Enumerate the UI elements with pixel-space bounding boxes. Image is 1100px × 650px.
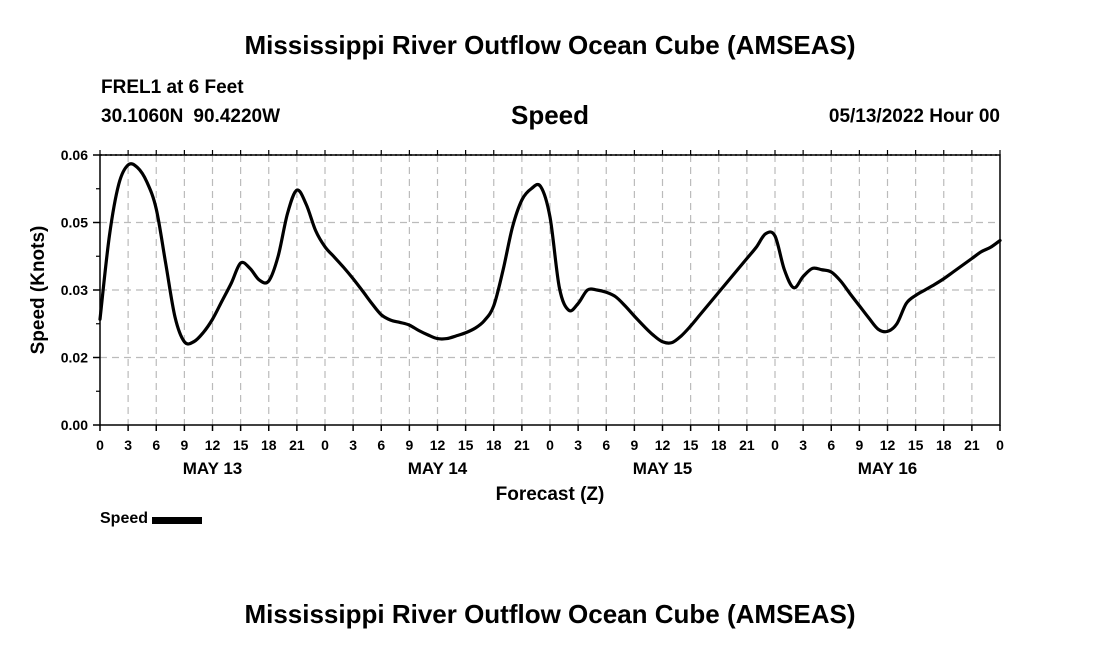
x-tick-label: 12 [430, 437, 446, 453]
x-tick-label: 6 [602, 437, 610, 453]
x-tick-label: 12 [880, 437, 896, 453]
x-tick-label: 21 [514, 437, 530, 453]
chart-main-title: Mississippi River Outflow Ocean Cube (AM… [244, 30, 856, 60]
x-tick-label: 21 [964, 437, 980, 453]
x-tick-label: 15 [458, 437, 474, 453]
x-tick-label: 3 [574, 437, 582, 453]
x-tick-label: 18 [711, 437, 727, 453]
grid-lines [100, 154, 1000, 425]
x-tick-label: 6 [152, 437, 160, 453]
longitude: 90.4220W [193, 106, 281, 127]
x-tick-label: 6 [827, 437, 835, 453]
latitude: 30.1060N [101, 106, 184, 127]
x-tick-label: 0 [96, 437, 104, 453]
x-tick-label: 9 [630, 437, 638, 453]
x-tick-label: 9 [405, 437, 413, 453]
y-tick-label: 0.06 [61, 147, 88, 163]
y-tick-label: 0.02 [61, 350, 88, 366]
x-axis-tick-labels: 0 3 6 9 12 15 18 21 0 3 6 9 12 15 18 21 0 3 6 9 12 15 18 21 0 3 6 9… [96, 437, 1004, 453]
day-label: MAY 15 [633, 459, 693, 478]
y-axis-label: Speed (Knots) [28, 226, 49, 355]
x-tick-label: 0 [996, 437, 1004, 453]
x-tick-label: 15 [233, 437, 249, 453]
variable-title: Speed [510, 100, 590, 130]
x-tick-label: 12 [655, 437, 671, 453]
y-tick-label: 0.05 [61, 215, 88, 231]
second-chart-title: Mississippi River Outflow Ocean Cube (AM… [244, 599, 856, 629]
x-axis-day-labels: MAY 13 MAY 14 MAY 15 MAY 16 [183, 459, 918, 478]
legend-label-speed: Speed [100, 510, 149, 527]
y-axis-tick-labels: 0.00 0.02 0.03 0.05 0.06 [61, 147, 88, 433]
x-tick-label: 3 [124, 437, 132, 453]
x-tick-label: 15 [908, 437, 924, 453]
x-tick-label: 3 [349, 437, 357, 453]
x-tick-label: 9 [855, 437, 863, 453]
x-tick-label: 12 [205, 437, 221, 453]
x-tick-label: 21 [739, 437, 755, 453]
y-tick-label: 0.03 [61, 282, 88, 298]
x-tick-label: 9 [180, 437, 188, 453]
axis-ticks [93, 150, 1001, 431]
x-tick-label: 6 [377, 437, 385, 453]
station-coordinates: 30.1060N 90.4220W [101, 106, 280, 128]
x-tick-label: 0 [546, 437, 554, 453]
x-tick-label: 0 [771, 437, 779, 453]
x-tick-label: 18 [936, 437, 952, 453]
x-tick-label: 18 [261, 437, 277, 453]
forecast-datetime: 05/13/2022 Hour 00 [828, 106, 1000, 127]
x-tick-label: 18 [486, 437, 502, 453]
x-tick-label: 0 [321, 437, 329, 453]
x-tick-label: 21 [289, 437, 305, 453]
speed-series-line [98, 162, 1002, 346]
y-tick-label: 0.00 [61, 417, 88, 433]
station-label: FREL1 at 6 Feet [101, 77, 244, 98]
day-label: MAY 13 [183, 459, 243, 478]
day-label: MAY 16 [858, 459, 918, 478]
day-label: MAY 14 [408, 459, 468, 478]
x-tick-label: 3 [799, 437, 807, 453]
chart-legend: Speed [100, 510, 203, 528]
legend-swatch-speed [152, 517, 203, 524]
speed-chart: 0.00 0.02 0.03 0.05 0.06 0 3 6 9 12 15 18 21 0 3 6 9 12 1… [28, 147, 1004, 505]
x-axis-label: Forecast (Z) [496, 484, 605, 505]
x-tick-label: 15 [683, 437, 699, 453]
